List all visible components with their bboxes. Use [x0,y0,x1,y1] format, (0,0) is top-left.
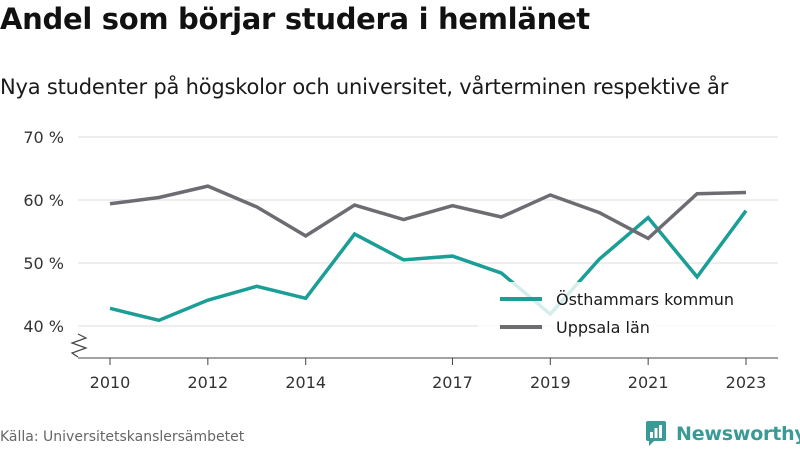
x-axis [70,333,778,359]
x-tick-label: 2014 [285,373,326,392]
legend: Östhammars kommun Uppsala län [478,282,778,348]
y-tick-label: 70 % [23,128,64,147]
series-line-0 [109,209,748,323]
y-tick-label: 40 % [23,317,64,336]
chart-subtitle: Nya studenter på högskolor och universit… [0,75,729,99]
legend-label: Uppsala län [556,318,650,337]
brand-logo: Newsworthy [644,420,800,448]
brand-name: Newsworthy [676,423,800,445]
line-chart: 40 % 50 % 60 % 70 % 2010 2012 2014 2017 2019 202… [23,128,778,392]
series-lines [109,184,748,323]
x-tick-label: 2021 [628,373,669,392]
chart-title: Andel som börjar studera i hemlänet [0,2,590,36]
newsworthy-logo-icon [646,421,666,446]
x-tick-label: 2023 [726,373,767,392]
y-tick-label: 50 % [23,254,64,273]
y-tick-label: 60 % [23,191,64,210]
legend-background [478,282,778,348]
legend-label: Östhammars kommun [556,290,734,309]
x-tick-label: 2012 [187,373,228,392]
series-line-1 [109,184,747,241]
x-tick-label: 2017 [432,373,473,392]
x-tick-label: 2010 [90,373,131,392]
axis-break-icon [70,333,88,358]
x-tick-label: 2019 [530,373,571,392]
y-axis-ticks: 40 % 50 % 60 % 70 % [23,128,64,336]
x-axis-ticks: 2010 2012 2014 2017 2019 2021 2023 [90,358,767,392]
source-note: Källa: Universitetskanslersämbetet [0,429,245,445]
